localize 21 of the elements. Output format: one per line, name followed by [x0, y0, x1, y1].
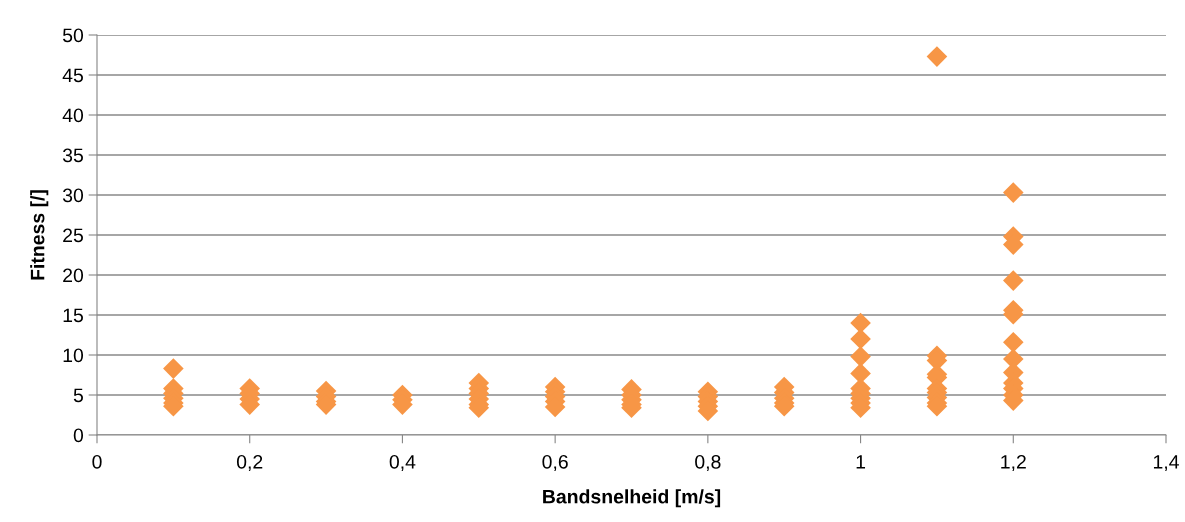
y-tick-label: 15	[63, 308, 83, 323]
x-tick-label: 1,2	[1001, 454, 1026, 472]
y-tick-label: 10	[63, 348, 84, 363]
y-tick-label: 5	[73, 388, 83, 403]
x-tick-label: 0,4	[389, 454, 416, 472]
y-tick-label: 30	[62, 188, 84, 203]
x-axis-title: Bandsnelheid [m/s]	[543, 489, 721, 508]
x-tick-label: 1,4	[1153, 455, 1179, 472]
y-tick-label: 50	[62, 28, 84, 43]
x-tick-label: 0,8	[695, 454, 721, 472]
y-tick-label: 0	[73, 428, 84, 443]
x-tick-label: 0,6	[542, 454, 568, 472]
x-tick-label: 0,2	[236, 454, 263, 472]
y-axis-title: Fitness [/]	[30, 190, 49, 280]
x-tick-label: 1	[856, 455, 866, 469]
y-tick-label: 45	[62, 68, 83, 83]
y-tick-label: 35	[62, 148, 83, 163]
y-tick-label: 20	[63, 268, 84, 283]
y-tick-label: 40	[62, 108, 84, 123]
x-tick-label: 0	[92, 454, 102, 469]
y-tick-label: 25	[63, 228, 83, 243]
